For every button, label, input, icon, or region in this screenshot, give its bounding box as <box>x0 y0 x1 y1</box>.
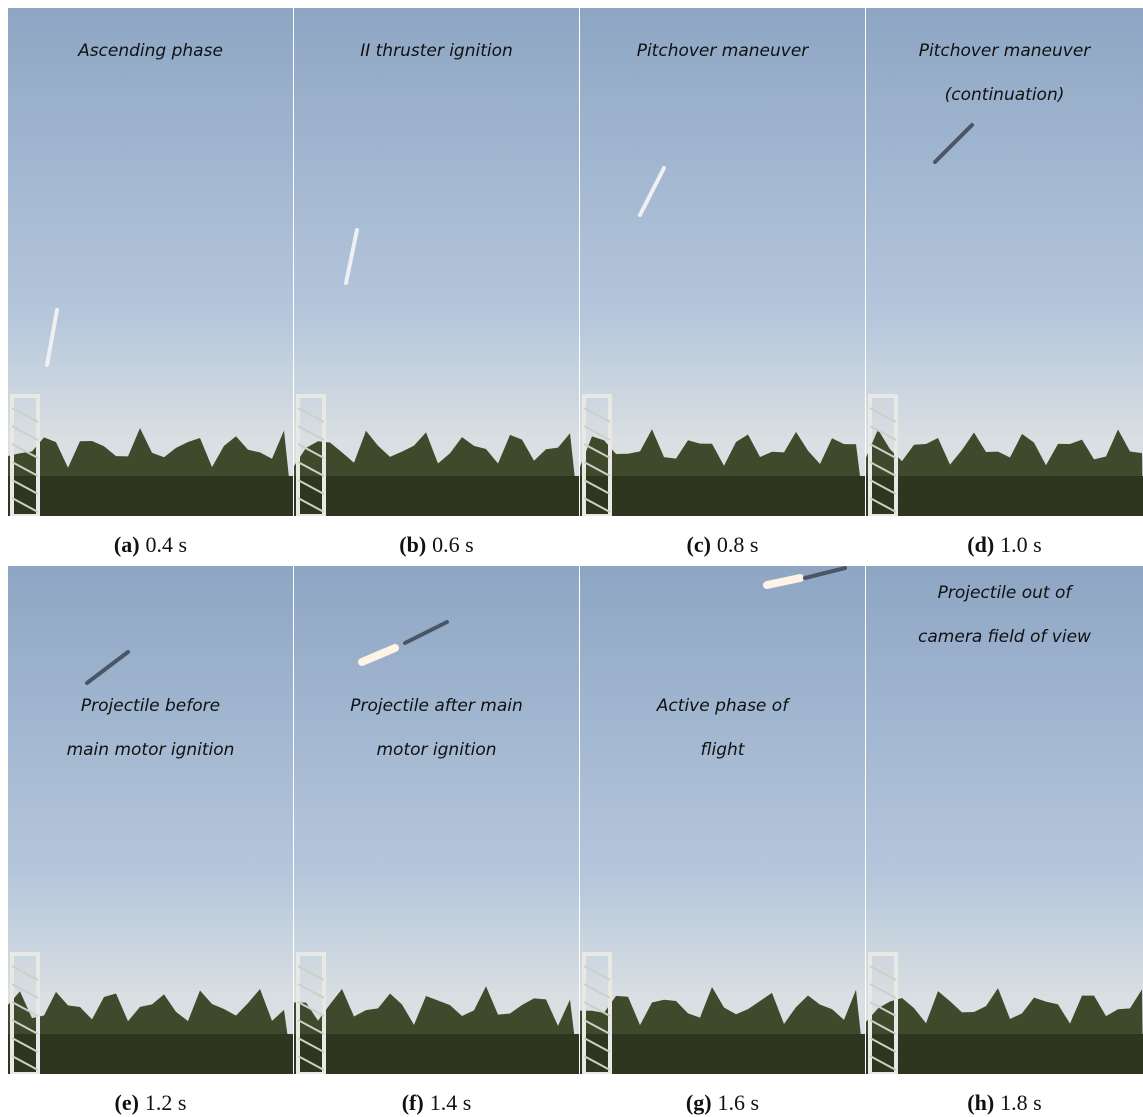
panel-label: (b) <box>399 532 426 557</box>
photo: Pitchover maneuver (continuation) <box>866 8 1143 516</box>
panel-time: 1.8 s <box>1000 1090 1042 1115</box>
annotation: II thruster ignition <box>360 41 513 61</box>
panel-label: (c) <box>687 532 711 557</box>
photo: Pitchover maneuver <box>580 8 865 516</box>
annotation: camera field of view <box>918 627 1091 647</box>
annotation: Pitchover maneuver <box>637 41 810 61</box>
photo: Active phase of flight <box>580 566 865 1074</box>
sky <box>294 8 579 516</box>
photo: II thruster ignition <box>294 8 579 516</box>
ground <box>866 1034 1143 1074</box>
ground <box>8 476 293 516</box>
panel-label: (d) <box>967 532 994 557</box>
annotation: (continuation) <box>945 85 1065 105</box>
annotation: Projectile after main <box>350 696 523 716</box>
photo: Projectile before main motor ignition <box>8 566 293 1074</box>
photo: Projectile after main motor ignition <box>294 566 579 1074</box>
ground <box>294 476 579 516</box>
caption: (f) 1.4 s <box>294 1090 580 1116</box>
ground <box>580 476 865 516</box>
annotation: Pitchover maneuver <box>919 41 1092 61</box>
panel-label: (f) <box>402 1090 424 1115</box>
panel-time: 1.4 s <box>430 1090 472 1115</box>
panel-label: (h) <box>967 1090 994 1115</box>
annotation: main motor ignition <box>67 740 235 760</box>
panel-label: (a) <box>114 532 140 557</box>
annotation: Active phase of <box>656 696 791 716</box>
annotation: Projectile before <box>81 696 220 716</box>
sky <box>8 8 293 516</box>
panel-time: 1.2 s <box>145 1090 187 1115</box>
ground <box>8 1034 293 1074</box>
ground <box>580 1034 865 1074</box>
ground <box>866 476 1143 516</box>
sky <box>580 8 865 516</box>
annotation: motor ignition <box>377 740 497 760</box>
caption: (d)1.0 s <box>862 532 1143 558</box>
panel-label: (e) <box>115 1090 139 1115</box>
caption: (b)0.6 s <box>294 532 580 558</box>
caption: (c)0.8 s <box>580 532 866 558</box>
photo: Projectile out of camera field of view <box>866 566 1143 1074</box>
annotation: flight <box>701 740 746 760</box>
ground <box>294 1034 579 1074</box>
sky <box>8 566 293 1074</box>
caption: (g)1.6 s <box>580 1090 866 1116</box>
caption: (e)1.2 s <box>8 1090 294 1116</box>
caption: (h)1.8 s <box>862 1090 1143 1116</box>
figure: Ascending phase (a)0.4 s II thruster ignit… <box>0 0 1143 1117</box>
photo: Ascending phase <box>8 8 293 516</box>
annotation: Projectile out of <box>938 583 1075 603</box>
panel-time: 1.0 s <box>1000 532 1042 557</box>
annotation: Ascending phase <box>77 41 223 61</box>
caption: (a)0.4 s <box>8 532 294 558</box>
panel-time: 1.6 s <box>718 1090 760 1115</box>
panel-time: 0.4 s <box>146 532 188 557</box>
panel-time: 0.8 s <box>717 532 759 557</box>
panel-label: (g) <box>686 1090 712 1115</box>
panel-time: 0.6 s <box>432 532 474 557</box>
